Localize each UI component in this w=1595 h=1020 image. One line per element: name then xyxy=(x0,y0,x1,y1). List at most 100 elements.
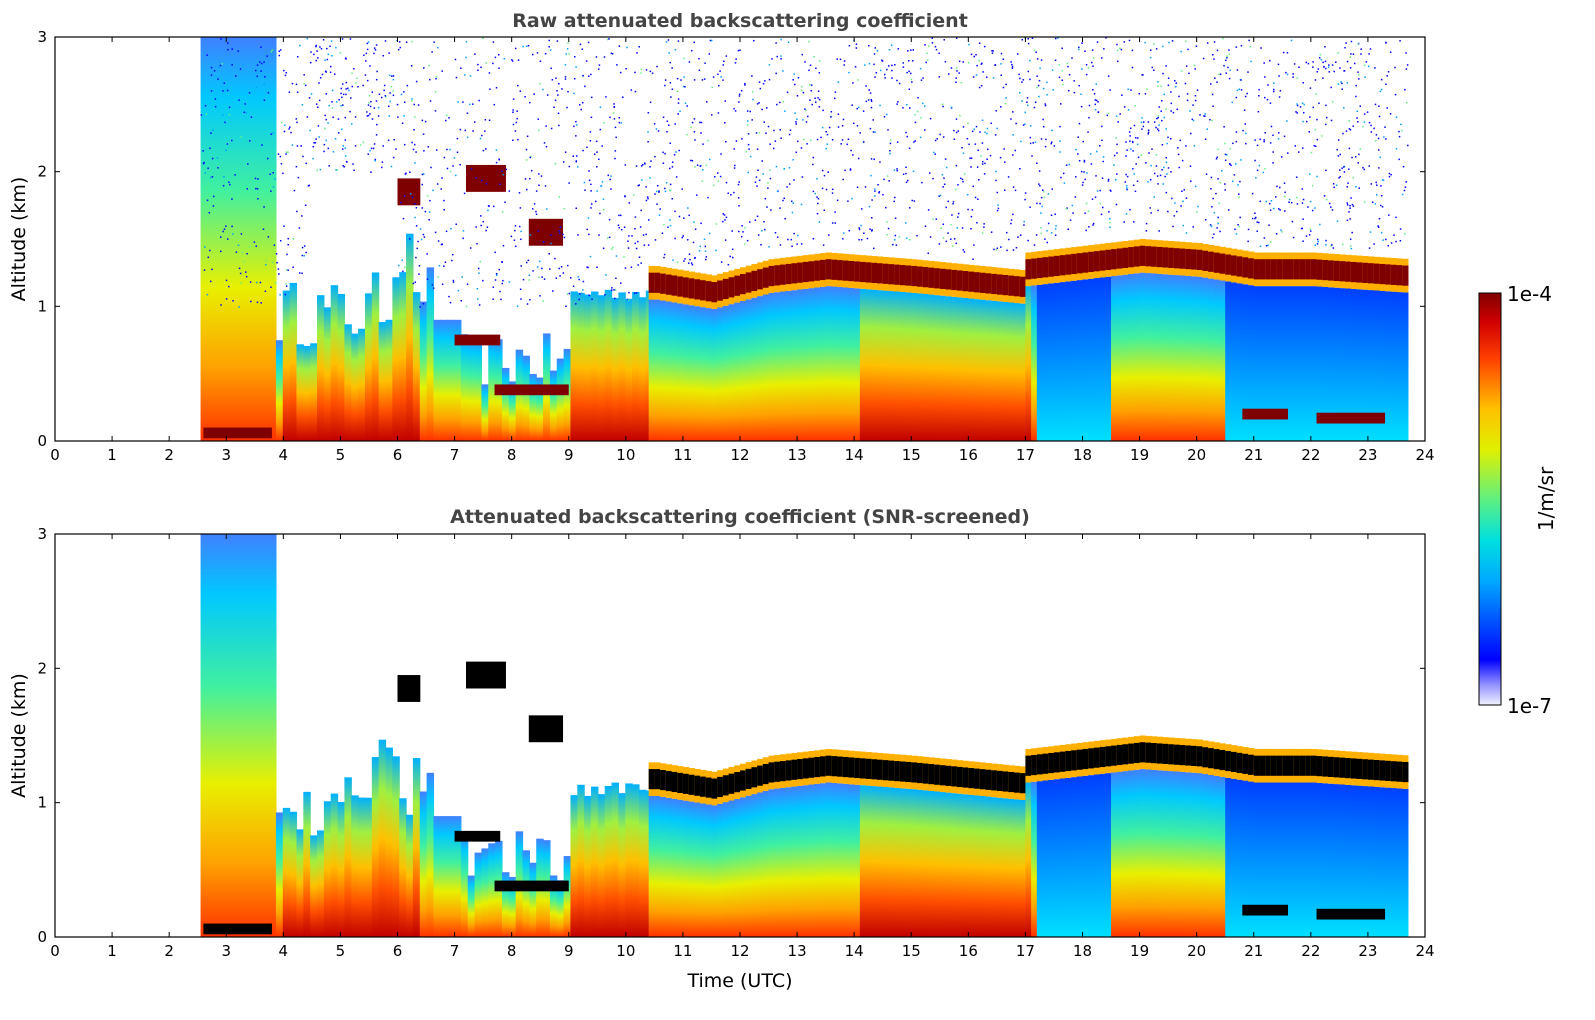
noise-pixel xyxy=(228,285,230,288)
profile-column xyxy=(888,787,895,937)
noise-pixel xyxy=(1037,84,1040,87)
cloud-core xyxy=(1014,772,1021,793)
noise-pixel xyxy=(520,265,522,267)
x-tick-label: 23 xyxy=(1358,942,1377,960)
noise-pixel xyxy=(981,62,983,65)
profile-column xyxy=(711,309,718,441)
profile-column xyxy=(854,784,861,937)
noise-pixel xyxy=(445,230,448,233)
noise-pixel xyxy=(1403,189,1406,192)
noise-pixel xyxy=(1096,190,1099,192)
noise-pixel xyxy=(800,147,803,149)
cloud-core xyxy=(1065,254,1072,275)
noise-pixel xyxy=(334,138,337,140)
noise-pixel xyxy=(972,76,975,78)
noise-pixel xyxy=(1046,94,1048,96)
noise-pixel xyxy=(955,77,957,79)
noise-pixel xyxy=(1179,139,1182,142)
chart-title: Attenuated backscattering coefficient (S… xyxy=(450,506,1030,528)
noise-pixel xyxy=(1279,186,1281,189)
cloud-core xyxy=(1185,248,1192,270)
profile-column xyxy=(275,340,284,441)
noise-pixel xyxy=(323,143,326,146)
noise-pixel xyxy=(818,98,821,101)
noise-pixel xyxy=(1237,184,1239,186)
noise-pixel xyxy=(970,215,973,218)
y-axis-label: Altitude (km) xyxy=(8,673,30,798)
noise-pixel xyxy=(748,148,750,150)
noise-pixel xyxy=(664,84,666,87)
noise-pixel xyxy=(634,227,636,230)
noise-pixel xyxy=(1026,101,1028,104)
cloud-core xyxy=(1162,247,1169,268)
noise-pixel xyxy=(1163,93,1165,96)
noise-pixel xyxy=(528,279,530,281)
noise-pixel xyxy=(1054,213,1056,215)
noise-pixel xyxy=(995,170,997,173)
noise-pixel xyxy=(1325,123,1327,126)
profile-column xyxy=(1350,288,1358,441)
noise-pixel xyxy=(287,269,289,271)
noise-pixel xyxy=(1268,224,1270,226)
cloud-core xyxy=(831,756,838,777)
noise-pixel xyxy=(1348,128,1351,130)
noise-pixel xyxy=(874,188,876,190)
noise-pixel xyxy=(633,292,636,295)
noise-pixel xyxy=(1177,147,1179,149)
noise-pixel xyxy=(225,279,228,282)
noise-pixel xyxy=(1378,115,1381,118)
noise-pixel xyxy=(717,180,720,183)
noise-pixel xyxy=(1101,125,1103,128)
noise-pixel xyxy=(331,89,334,92)
noise-pixel xyxy=(472,130,474,132)
noise-pixel xyxy=(628,291,630,294)
noise-pixel xyxy=(1150,164,1152,167)
x-tick-label: 4 xyxy=(279,942,289,960)
noise-pixel xyxy=(422,302,425,305)
noise-pixel xyxy=(590,183,592,186)
profile-column xyxy=(848,287,855,441)
cloud-core xyxy=(871,759,878,780)
noise-pixel xyxy=(378,93,381,96)
noise-pixel xyxy=(451,259,453,262)
cloud-core xyxy=(722,775,730,796)
profile-column xyxy=(877,290,884,441)
noise-pixel xyxy=(1158,106,1161,108)
noise-pixel xyxy=(746,110,749,112)
noise-pixel xyxy=(1099,144,1101,147)
noise-pixel xyxy=(1088,104,1091,107)
cloud-core xyxy=(991,273,998,295)
profile-column xyxy=(728,800,735,937)
noise-pixel xyxy=(793,179,795,181)
noise-pixel xyxy=(345,93,347,96)
noise-pixel xyxy=(1106,114,1109,117)
noise-pixel xyxy=(1044,238,1046,240)
noise-pixel xyxy=(972,185,975,188)
cloud-core xyxy=(1293,259,1301,280)
noise-pixel xyxy=(792,202,794,204)
noise-pixel xyxy=(475,226,477,228)
noise-pixel xyxy=(1272,151,1274,153)
noise-pixel xyxy=(1224,189,1226,191)
noise-pixel xyxy=(1155,126,1157,129)
noise-pixel xyxy=(389,92,391,94)
profile-column xyxy=(1373,290,1380,441)
noise-pixel xyxy=(1011,65,1014,68)
noise-pixel xyxy=(767,182,769,184)
noise-pixel xyxy=(456,137,459,140)
noise-pixel xyxy=(528,274,531,277)
noise-pixel xyxy=(1215,158,1218,160)
noise-pixel xyxy=(1129,140,1131,142)
cloud-core xyxy=(665,274,673,295)
noise-pixel xyxy=(912,49,915,51)
noise-pixel xyxy=(962,180,964,183)
noise-pixel xyxy=(211,175,214,178)
profile-column xyxy=(289,811,298,937)
noise-pixel xyxy=(1166,173,1168,175)
noise-pixel xyxy=(1270,241,1272,243)
profile-column xyxy=(275,812,284,937)
noise-pixel xyxy=(975,74,978,76)
noise-pixel xyxy=(392,156,395,159)
noise-pixel xyxy=(1125,173,1127,176)
profile-column xyxy=(1179,771,1186,937)
